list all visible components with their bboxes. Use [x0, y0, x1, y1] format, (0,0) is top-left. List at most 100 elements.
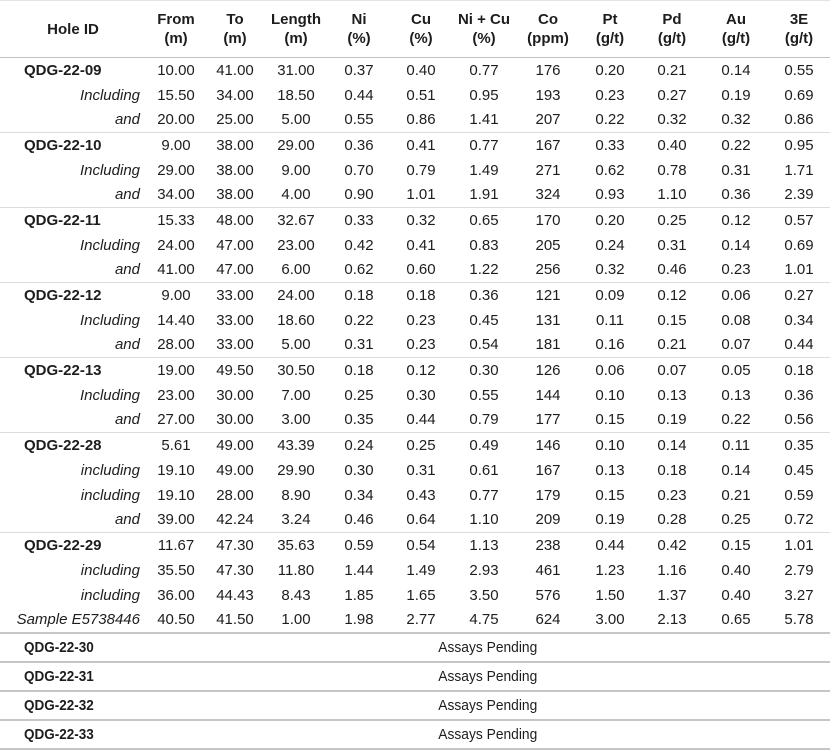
pending-hole-row: QDG-22-30 Assays Pending	[0, 632, 830, 662]
value-cell: 2.79	[784, 561, 814, 579]
interval-label-cell: Including	[79, 86, 140, 104]
value-cell: 0.32	[721, 111, 751, 129]
value-cell: 9.00	[281, 161, 311, 179]
value-cell: 0.64	[406, 511, 436, 529]
value-cell: 0.93	[595, 186, 625, 204]
value-cell: 193	[535, 86, 561, 104]
value-cell: 30.50	[277, 361, 315, 379]
value-cell: 0.30	[469, 361, 499, 379]
value-cell: 0.18	[784, 361, 814, 379]
value-cell: 8.90	[281, 486, 311, 504]
table-body: QDG-22-09 10.00 41.00 31.00 0.37 0.40 0.77 176 0…	[0, 58, 830, 749]
hole-row: QDG-22-28 5.61 49.00 43.39 0.24 0.25 0.49 146 0.…	[0, 432, 830, 458]
value-cell: 3.27	[784, 586, 814, 604]
value-cell: 0.27	[784, 286, 814, 304]
value-cell: 170	[535, 211, 561, 229]
value-cell: 0.60	[406, 261, 436, 279]
value-cell: 324	[535, 186, 561, 204]
hole-id-label: QDG-22-31	[24, 667, 94, 685]
value-cell: 0.77	[469, 486, 499, 504]
value-cell: 38.00	[216, 186, 254, 204]
value-cell: 1.22	[469, 261, 499, 279]
value-cell: 238	[535, 536, 561, 554]
header-row: Hole ID From (m) To (m) Length (m) Ni (%) Cu (%) Ni…	[0, 0, 830, 58]
value-cell: 0.59	[784, 486, 814, 504]
value-cell: 3.24	[281, 511, 311, 529]
value-cell: 1.50	[595, 586, 625, 604]
column-label: To	[226, 11, 244, 28]
value-cell: 38.00	[216, 161, 254, 179]
value-cell: 38.00	[216, 136, 254, 154]
value-cell: 0.77	[469, 136, 499, 154]
value-cell: 0.19	[595, 511, 625, 529]
value-cell: 5.00	[281, 111, 311, 129]
value-cell: 0.36	[344, 136, 374, 154]
interval-label-cell: Including	[79, 161, 140, 179]
value-cell: 5.78	[784, 611, 814, 628]
value-cell: 40.50	[157, 611, 195, 628]
value-cell: 0.18	[657, 461, 687, 479]
column-unit: (m)	[223, 30, 247, 47]
value-cell: 5.61	[161, 436, 191, 454]
interval-sub-row: including 19.10 28.00 8.90 0.34 0.43 0.77 179 0.…	[0, 483, 830, 508]
interval-sub-row: Sample E5738446 40.50 41.50 1.00 1.98 2.77 4.7…	[0, 608, 830, 633]
column-header-ni-cu: Ni + Cu (%)	[452, 1, 516, 58]
value-cell: 0.36	[721, 186, 751, 204]
value-cell: 1.01	[784, 261, 814, 279]
column-label: 3E	[789, 11, 809, 28]
value-cell: 0.77	[469, 61, 499, 79]
value-cell: 15.33	[157, 211, 195, 229]
value-cell: 0.15	[657, 311, 687, 329]
value-cell: 1.10	[657, 186, 687, 204]
value-cell: 7.00	[281, 386, 311, 404]
value-cell: 0.14	[657, 436, 687, 454]
value-cell: 0.44	[595, 536, 625, 554]
value-cell: 1.41	[469, 111, 499, 129]
column-unit: (m)	[284, 30, 308, 47]
interval-sub-row: including 36.00 44.43 8.43 1.85 1.65 3.50 576 1.…	[0, 583, 830, 608]
value-cell: 0.21	[721, 486, 751, 504]
value-cell: 35.63	[277, 536, 315, 554]
hole-row: QDG-22-29 11.67 47.30 35.63 0.59 0.54 1.13 238 0…	[0, 532, 830, 558]
interval-sub-row: Including 24.00 47.00 23.00 0.42 0.41 0.83 205 0…	[0, 233, 830, 258]
value-cell: 0.23	[595, 86, 625, 104]
interval-label-cell: including	[80, 461, 140, 479]
value-cell: 0.62	[595, 161, 625, 179]
interval-label-cell: and	[114, 511, 140, 529]
interval-sub-row: and 41.00 47.00 6.00 0.62 0.60 1.22 256 0.32 0.46…	[0, 258, 830, 283]
value-cell: 0.23	[406, 336, 436, 354]
value-cell: 18.50	[277, 86, 315, 104]
value-cell: 1.44	[344, 561, 374, 579]
value-cell: 144	[535, 386, 561, 404]
value-cell: 2.13	[657, 611, 687, 628]
value-cell: 0.12	[657, 286, 687, 304]
value-cell: 0.56	[784, 411, 814, 429]
value-cell: 0.31	[406, 461, 436, 479]
value-cell: 0.49	[469, 436, 499, 454]
value-cell: 0.86	[406, 111, 436, 129]
value-cell: 0.20	[595, 211, 625, 229]
value-cell: 0.62	[344, 261, 374, 279]
value-cell: 49.50	[216, 361, 254, 379]
value-cell: 29.00	[277, 136, 315, 154]
value-cell: 0.44	[344, 86, 374, 104]
interval-label-cell: Including	[79, 386, 140, 404]
value-cell: 9.00	[161, 136, 191, 154]
value-cell: 28.00	[216, 486, 254, 504]
value-cell: 1.85	[344, 586, 374, 604]
column-label: Au	[726, 11, 746, 28]
column-unit: (g/t)	[595, 30, 625, 47]
value-cell: 0.40	[721, 561, 751, 579]
column-label: From	[157, 11, 195, 28]
value-cell: 576	[535, 586, 561, 604]
value-cell: 0.06	[721, 286, 751, 304]
value-cell: 0.15	[721, 536, 751, 554]
value-cell: 0.36	[469, 286, 499, 304]
column-unit: (ppm)	[527, 30, 569, 47]
value-cell: 0.40	[406, 61, 436, 79]
interval-sub-row: Including 29.00 38.00 9.00 0.70 0.79 1.49 271 0.…	[0, 158, 830, 183]
column-label: Length	[271, 11, 321, 28]
column-header-hole-id: Hole ID	[0, 1, 146, 58]
value-cell: 23.00	[277, 236, 315, 254]
value-cell: 0.83	[469, 236, 499, 254]
